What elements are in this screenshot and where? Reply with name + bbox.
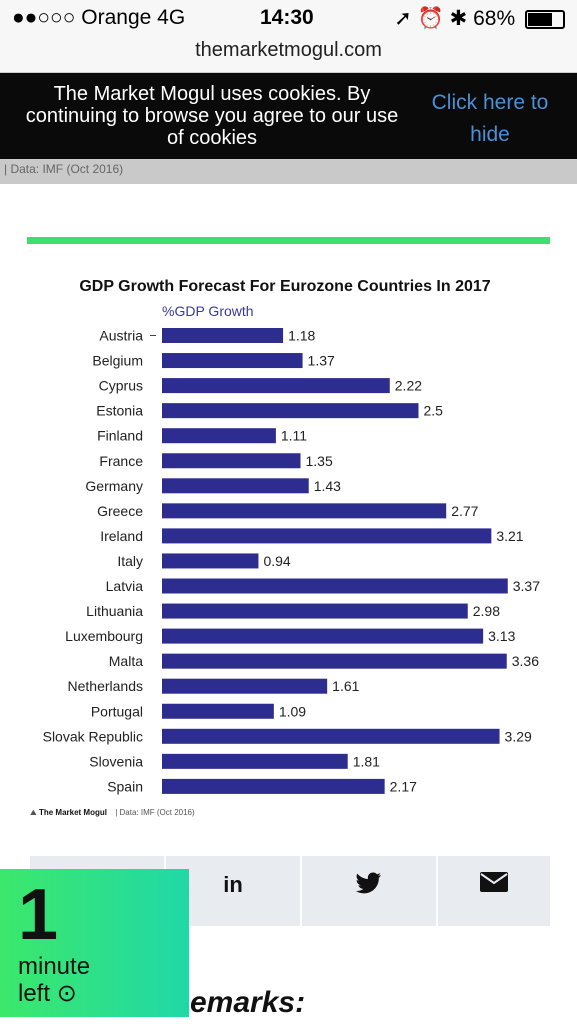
cookie-banner: The Market Mogul uses cookies. By contin… [0, 72, 577, 160]
category-label: Malta [109, 653, 143, 669]
minutes-unit: minute [18, 953, 91, 980]
bar-chart: Austria 1.18 Belgium 1.37 Cyprus 2.22 Estonia 2… [43, 328, 541, 795]
credit-source: | Data: IMF (Oct 2016) [115, 808, 195, 817]
value-label: 3.29 [505, 728, 532, 744]
linkedin-icon: in [223, 872, 243, 897]
url-domain: themarketmogul.com [195, 39, 382, 61]
accent-divider [27, 237, 550, 244]
bar-luxembourg [162, 628, 484, 644]
share-twitter-button[interactable] [302, 856, 438, 926]
value-label: 1.37 [308, 353, 335, 369]
bar-portugal [162, 703, 274, 719]
value-label: 1.11 [281, 428, 307, 444]
category-label: Spain [107, 778, 143, 794]
bar-latvia [162, 578, 508, 594]
bluetooth-icon: ✱ [449, 7, 468, 30]
category-label: Cyprus [99, 378, 143, 394]
bar-france [162, 453, 301, 469]
caption-text: | Data: IMF (Oct 2016) [4, 162, 124, 176]
reading-time-badge: 1 minute left ⊙ [0, 869, 189, 1017]
bar-belgium [162, 353, 303, 369]
bar-slovenia [162, 753, 348, 769]
bar-lithuania [162, 603, 468, 619]
category-label: Lithuania [86, 603, 143, 619]
value-label: 3.37 [513, 578, 540, 594]
value-label: 3.21 [496, 528, 523, 544]
previous-chart-caption: | Data: IMF (Oct 2016) [0, 160, 577, 184]
bar-italy [162, 553, 259, 569]
share-email-button[interactable] [438, 856, 550, 926]
bar-ireland [162, 528, 492, 544]
category-label: Luxembourg [65, 628, 143, 644]
bar-netherlands [162, 678, 328, 694]
battery-percent: 68% [473, 7, 516, 30]
category-label: Greece [97, 503, 143, 519]
clock-icon: ⊙ [56, 980, 77, 1007]
value-label: 3.36 [512, 653, 539, 669]
bar-malta [162, 653, 507, 669]
value-label: 3.13 [488, 628, 515, 644]
article-heading: emarks: [190, 986, 306, 1019]
bar-greece [162, 503, 447, 519]
cookie-hide-link[interactable]: Click here to hide [431, 91, 549, 146]
category-label: Ireland [100, 528, 143, 544]
value-label: 2.17 [390, 778, 417, 794]
bar-spain [162, 778, 385, 794]
mogul-logo-icon: ⛰ [30, 808, 37, 817]
chart-title: GDP Growth Forecast For Eurozone Countri… [79, 278, 491, 295]
category-label: Portugal [91, 703, 143, 719]
value-label: 2.77 [451, 503, 478, 519]
minutes-number: 1 [18, 875, 59, 955]
email-icon [438, 872, 550, 898]
value-label: 1.09 [279, 703, 306, 719]
chart-credit: ⛰ The Market Mogul | Data: IMF (Oct 2016… [30, 808, 195, 818]
category-label: Slovak Republic [43, 728, 143, 744]
location-icon: ➚ [394, 7, 412, 30]
value-label: 1.18 [288, 328, 315, 344]
category-label: Belgium [92, 353, 143, 369]
value-label: 2.22 [395, 378, 422, 394]
category-label: Italy [117, 553, 143, 569]
value-label: 2.5 [424, 403, 444, 419]
status-right: ➚ ⏰ ✱ 68% [394, 6, 565, 31]
chart-axis-label: %GDP Growth [162, 303, 254, 319]
bar-austria [162, 328, 284, 343]
category-label: Germany [85, 478, 143, 494]
twitter-icon [302, 872, 436, 900]
clock: 14:30 [260, 6, 314, 29]
carrier-label: ●●○○○ Orange 4G [12, 6, 186, 29]
bar-finland [162, 428, 276, 444]
battery-icon [525, 9, 565, 29]
category-label: Austria [99, 328, 143, 344]
value-label: 1.81 [353, 753, 380, 769]
category-label: Finland [97, 428, 143, 444]
category-label: Netherlands [68, 678, 144, 694]
cookie-message: The Market Mogul uses cookies. By contin… [25, 83, 399, 149]
alarm-icon: ⏰ [417, 7, 444, 30]
value-label: 1.43 [314, 478, 341, 494]
category-label: Slovenia [89, 753, 143, 769]
bar-cyprus [162, 378, 390, 394]
category-label: France [99, 453, 143, 469]
left-label: left ⊙ [18, 980, 77, 1007]
value-label: 1.35 [306, 453, 333, 469]
bar-slovak-republic [162, 728, 500, 744]
value-label: 2.98 [473, 603, 500, 619]
url-bar[interactable]: themarketmogul.com [0, 36, 577, 72]
bar-germany [162, 478, 309, 494]
bar-estonia [162, 403, 419, 419]
credit-brand: The Market Mogul [38, 808, 107, 817]
category-label: Estonia [96, 403, 143, 419]
value-label: 0.94 [263, 553, 290, 569]
value-label: 1.61 [332, 678, 359, 694]
status-bar: ●●○○○ Orange 4G 14:30 ➚ ⏰ ✱ 68% [0, 0, 577, 36]
category-label: Latvia [106, 578, 144, 594]
